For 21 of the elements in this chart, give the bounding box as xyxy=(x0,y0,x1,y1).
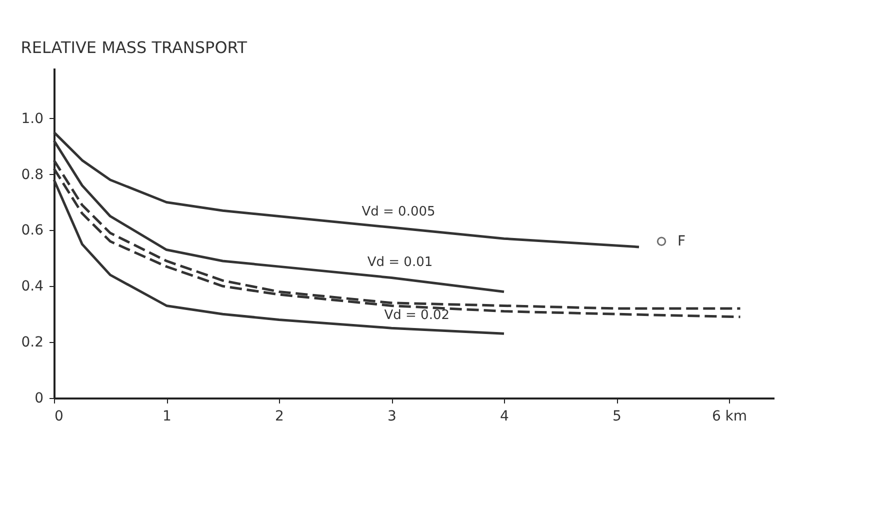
y-tick-label: 0 xyxy=(34,390,44,406)
y-tick-label: 0.4 xyxy=(21,278,44,295)
annotation: Vd = 0.005 xyxy=(362,204,436,220)
line-series xyxy=(52,131,640,248)
chart-title: RELATIVE MASS TRANSPORT xyxy=(20,38,248,57)
y-tick-label: 0.2 xyxy=(21,334,44,351)
y-tick-label: 0.6 xyxy=(21,222,44,239)
annotation: Vd = 0.01 xyxy=(367,254,433,270)
x-tick-label: 2 xyxy=(275,408,284,424)
x-tick-label: 4 xyxy=(500,408,510,424)
y-tick-label: 0.8 xyxy=(21,166,44,183)
annotation: Vd = 0.02 xyxy=(384,308,450,324)
y-tick-label: 1.0 xyxy=(21,110,44,127)
x-tick-label: 1 xyxy=(162,408,172,424)
x-tick-label: 3 xyxy=(388,408,396,424)
x-tick-label: 5 xyxy=(612,408,622,424)
line-series xyxy=(52,178,506,335)
x-tick-label: 6 km xyxy=(712,408,748,424)
line-series xyxy=(52,139,506,293)
x-tick-label: 0 xyxy=(54,408,64,424)
series-label: F xyxy=(678,233,686,250)
